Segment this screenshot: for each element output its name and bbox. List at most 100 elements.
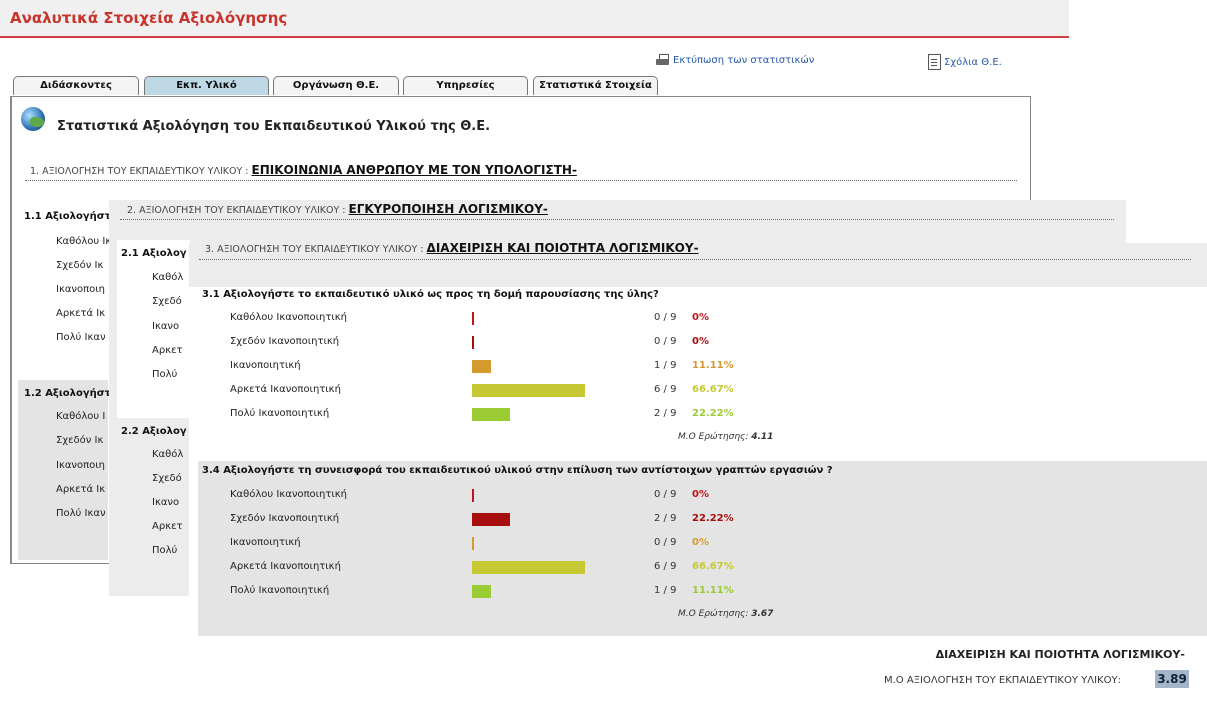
print-stats-label: Εκτύπωση των στατιστικών	[673, 55, 815, 66]
option-label: Σχεδόν Ικ	[56, 435, 104, 446]
comments-link[interactable]: Σχόλια Θ.Ε.	[928, 54, 1002, 70]
section-3-name: ΔΙΑΧΕΙΡΙΣΗ ΚΑΙ ΠΟΙΟΤΗΤΑ ΛΟΓΙΣΜΙΚΟΥ-	[426, 241, 699, 255]
option-label: Πολύ	[152, 369, 178, 380]
section-2-title: 2. ΑΞΙΟΛΟΓΗΣΗ ΤΟΥ ΕΚΠΑΙΔΕΥΤΙΚΟΥ ΥΛΙΚΟΥ :…	[127, 202, 548, 216]
summary-title: ΔΙΑΧΕΙΡΙΣΗ ΚΑΙ ΠΟΙΟΤΗΤΑ ΛΟΓΙΣΜΙΚΟΥ-	[935, 648, 1185, 661]
response-percent: 0%	[692, 489, 709, 500]
tab-instructors[interactable]: Διδάσκοντες	[13, 76, 139, 95]
option-label: Αρκετά Ικ	[56, 484, 106, 495]
option-label: Αρκετά Ικανοποιητική	[230, 561, 341, 572]
response-percent: 11.11%	[692, 360, 734, 371]
option-label: Ικανο	[152, 497, 180, 508]
response-bar	[472, 561, 585, 574]
panel-section-3-question-2-bg	[198, 461, 1207, 636]
option-label: Καθόλου Ικ	[56, 236, 112, 247]
option-label: Ικανοποιητική	[230, 360, 301, 371]
printer-icon	[656, 54, 670, 67]
question-3-4-title: 3.4 Αξιολογήστε τη συνεισφορά του εκπαιδ…	[202, 465, 833, 476]
section-2-divider	[120, 219, 1114, 220]
response-count: 1 / 9	[654, 360, 677, 371]
stats-heading: Στατιστικά Αξιολόγηση του Εκπαιδευτικού …	[57, 119, 491, 134]
response-count: 6 / 9	[654, 384, 677, 395]
option-label: Καθόλου Ι	[56, 411, 106, 422]
option-label: Αρκετ	[152, 345, 183, 356]
response-bar	[472, 513, 510, 526]
option-label: Σχεδό	[152, 296, 182, 307]
option-label: Σχεδόν Ικ	[56, 260, 104, 271]
section-1-divider	[25, 180, 1017, 181]
option-label: Πολύ Ικαν	[56, 332, 106, 343]
response-percent: 66.67%	[692, 561, 734, 572]
section-3-title: 3. ΑΞΙΟΛΟΓΗΣΗ ΤΟΥ ΕΚΠΑΙΔΕΥΤΙΚΟΥ ΥΛΙΚΟΥ :…	[205, 241, 699, 255]
question-2-2-title: 2.2 Αξιολογ	[121, 426, 187, 437]
response-bar	[472, 336, 474, 349]
question-average-label: Μ.Ο Ερώτησης:	[678, 432, 749, 442]
response-bar	[472, 360, 491, 373]
option-label: Πολύ Ικανοποιητική	[230, 408, 330, 419]
section-1-title: 1. ΑΞΙΟΛΟΓΗΣΗ ΤΟΥ ΕΚΠΑΙΔΕΥΤΙΚΟΥ ΥΛΙΚΟΥ :…	[30, 163, 577, 177]
response-bar	[472, 312, 474, 325]
option-label: Πολύ Ικανοποιητική	[230, 585, 330, 596]
question-average-label: Μ.Ο Ερώτησης:	[678, 609, 749, 619]
section-1-label: 1. ΑΞΙΟΛΟΓΗΣΗ ΤΟΥ ΕΚΠΑΙΔΕΥΤΙΚΟΥ ΥΛΙΚΟΥ :	[30, 166, 249, 177]
panel-section-1-question-2-bg	[18, 380, 108, 560]
option-label: Ικανο	[152, 321, 180, 332]
globe-icon	[21, 107, 45, 131]
response-count: 0 / 9	[654, 312, 677, 323]
page-title: Αναλυτικά Στοιχεία Αξιολόγησης	[10, 9, 288, 27]
question-1-2-title: 1.2 Αξιολογήστ	[24, 388, 111, 399]
option-label: Σχεδόν Ικανοποιητική	[230, 336, 340, 347]
response-percent: 22.22%	[692, 408, 734, 419]
response-percent: 11.11%	[692, 585, 734, 596]
response-count: 6 / 9	[654, 561, 677, 572]
option-label: Καθόλου Ικανοποιητική	[230, 312, 348, 323]
summary-label: Μ.Ο ΑΞΙΟΛΟΓΗΣΗ ΤΟΥ ΕΚΠΑΙΔΕΥΤΙΚΟΥ ΥΛΙΚΟΥ:	[884, 675, 1121, 686]
section-3-label: 3. ΑΞΙΟΛΟΓΗΣΗ ΤΟΥ ΕΚΠΑΙΔΕΥΤΙΚΟΥ ΥΛΙΚΟΥ :	[205, 244, 424, 255]
question-1-1-title: 1.1 Αξιολογήστ	[24, 211, 111, 222]
option-label: Ικανοποιη	[56, 284, 105, 295]
response-bar	[472, 585, 491, 598]
response-count: 1 / 9	[654, 585, 677, 596]
option-label: Καθόλ	[152, 449, 184, 460]
tab-module-organization[interactable]: Οργάνωση Θ.Ε.	[273, 76, 399, 95]
question-average-value: 4.11	[751, 432, 774, 442]
tab-educational-material[interactable]: Εκπ. Υλικό	[144, 76, 269, 95]
option-label: Πολύ Ικαν	[56, 508, 106, 519]
page-header	[0, 0, 1069, 38]
response-percent: 22.22%	[692, 513, 734, 524]
response-percent: 0%	[692, 336, 709, 347]
response-count: 0 / 9	[654, 537, 677, 548]
summary-score: 3.89	[1155, 670, 1189, 688]
response-bar	[472, 408, 510, 421]
document-icon	[928, 54, 941, 70]
response-percent: 66.67%	[692, 384, 734, 395]
panel-section-2-question-1-bg	[117, 240, 190, 418]
panel-section-3-header	[189, 243, 1207, 287]
option-label: Αρκετά Ικανοποιητική	[230, 384, 341, 395]
question-2-1-title: 2.1 Αξιολογ	[121, 248, 187, 259]
option-label: Πολύ	[152, 545, 178, 556]
print-stats-link[interactable]: Εκτύπωση των στατιστικών	[656, 54, 814, 67]
response-bar	[472, 489, 474, 502]
section-3-divider	[199, 259, 1191, 260]
comments-label: Σχόλια Θ.Ε.	[944, 56, 1002, 68]
option-label: Σχεδό	[152, 473, 182, 484]
question-average: Μ.Ο Ερώτησης: 4.11	[678, 432, 773, 442]
response-count: 2 / 9	[654, 408, 677, 419]
option-label: Καθόλου Ικανοποιητική	[230, 489, 348, 500]
section-2-name: ΕΓΚΥΡΟΠΟΙΗΣΗ ΛΟΓΙΣΜΙΚΟΥ-	[348, 202, 548, 216]
response-percent: 0%	[692, 537, 709, 548]
response-bar	[472, 537, 474, 550]
tab-statistics[interactable]: Στατιστικά Στοιχεία	[533, 76, 658, 95]
section-1-name: ΕΠΙΚΟΙΝΩΝΙΑ ΑΝΘΡΩΠΟΥ ΜΕ ΤΟΝ ΥΠΟΛΟΓΙΣΤΗ-	[251, 163, 577, 177]
tab-services[interactable]: Υπηρεσίες	[403, 76, 528, 95]
question-average: Μ.Ο Ερώτησης: 3.67	[678, 609, 773, 619]
response-count: 0 / 9	[654, 336, 677, 347]
response-count: 0 / 9	[654, 489, 677, 500]
option-label: Ικανοποιητική	[230, 537, 301, 548]
response-bar	[472, 384, 585, 397]
option-label: Σχεδόν Ικανοποιητική	[230, 513, 340, 524]
option-label: Ικανοποιη	[56, 460, 105, 471]
option-label: Αρκετά Ικ	[56, 308, 106, 319]
question-3-1-title: 3.1 Αξιολογήστε το εκπαιδευτικό υλικό ως…	[202, 289, 659, 300]
